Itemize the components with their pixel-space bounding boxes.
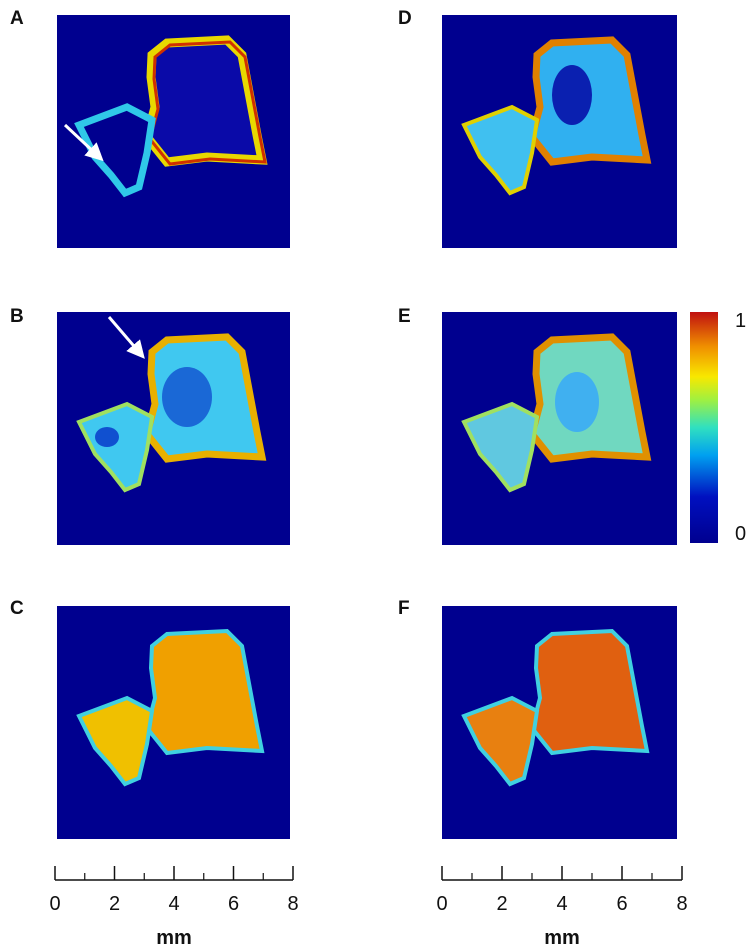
tick-label: 6 xyxy=(616,893,627,915)
unit-label: mm xyxy=(156,927,192,949)
tick-label: 8 xyxy=(287,893,298,915)
panel-f xyxy=(442,606,677,839)
panel-label: C xyxy=(10,598,24,619)
panel-b xyxy=(57,312,290,545)
panel-label: A xyxy=(10,8,24,29)
panel-label: B xyxy=(10,306,24,327)
colorbar xyxy=(690,312,718,543)
panel-label: F xyxy=(398,598,410,619)
colorbar-min: 0 xyxy=(735,523,746,545)
unit-label: mm xyxy=(544,927,580,949)
panel-a xyxy=(57,15,290,248)
panel-label: E xyxy=(398,306,411,327)
colorbar-max: 1 xyxy=(735,310,746,332)
tick-label: 0 xyxy=(436,893,447,915)
tick-label: 8 xyxy=(676,893,687,915)
tick-label: 0 xyxy=(49,893,60,915)
tick-label: 4 xyxy=(556,893,567,915)
panel-d xyxy=(442,15,677,248)
tick-label: 2 xyxy=(109,893,120,915)
tick-label: 2 xyxy=(496,893,507,915)
tick-label: 6 xyxy=(228,893,239,915)
panel-label: D xyxy=(398,8,412,29)
panel-e xyxy=(442,312,677,545)
tick-label: 4 xyxy=(168,893,179,915)
panel-c xyxy=(57,606,290,839)
